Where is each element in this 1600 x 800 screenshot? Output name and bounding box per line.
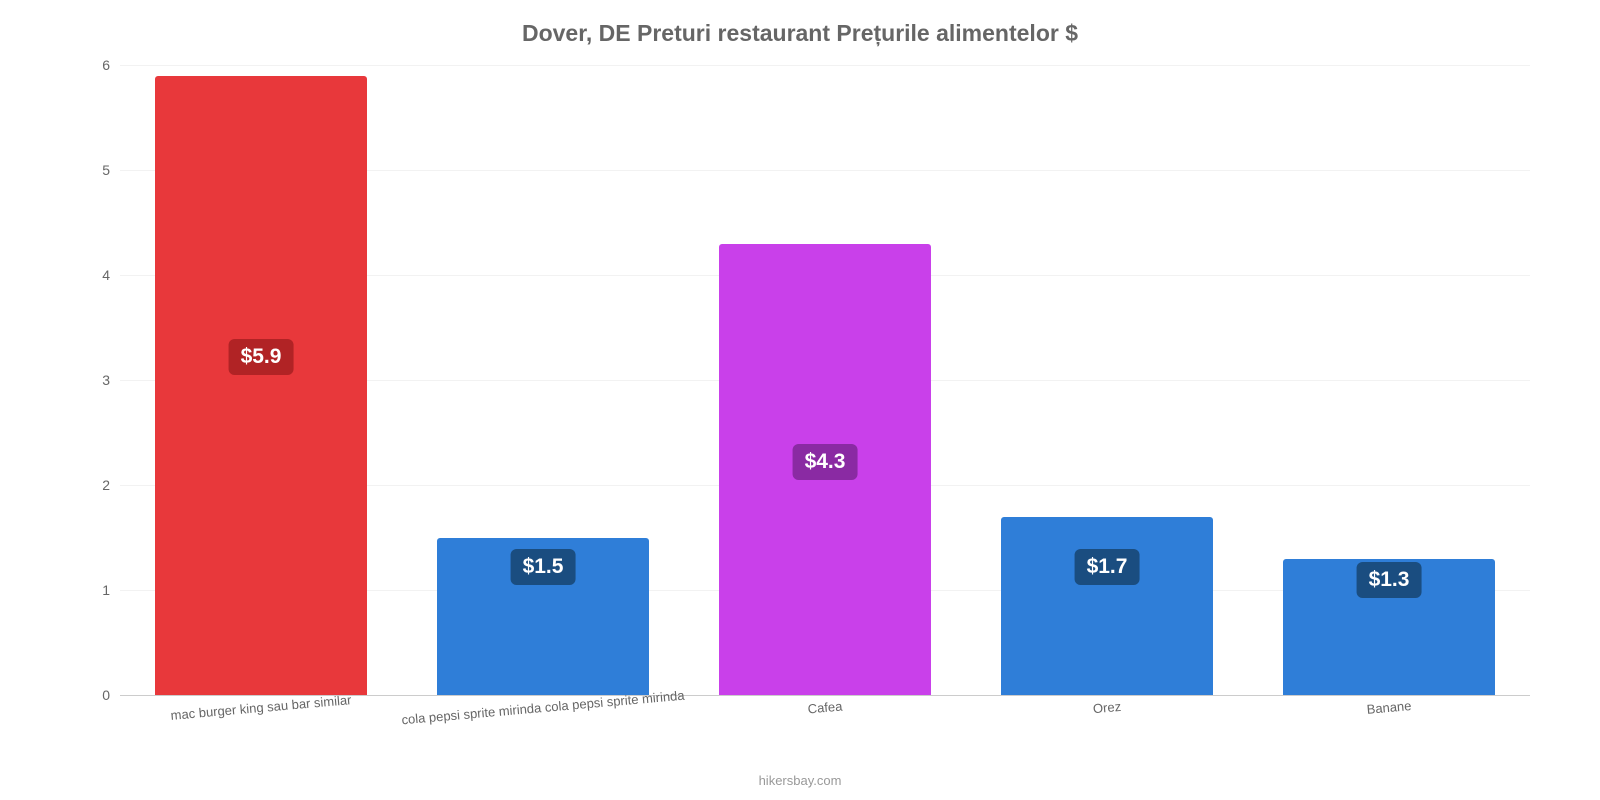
bar-value-label: $1.5 (511, 549, 576, 585)
x-label-slot: Banane (1248, 700, 1530, 750)
x-label-slot: cola pepsi sprite mirinda cola pepsi spr… (402, 700, 684, 750)
y-tick-label: 3 (102, 372, 120, 388)
x-label-slot: Orez (966, 700, 1248, 750)
x-label-slot: mac burger king sau bar similar (120, 700, 402, 750)
y-tick-label: 6 (102, 57, 120, 73)
bar-value-label: $1.7 (1075, 549, 1140, 585)
bar-value-label: $1.3 (1357, 562, 1422, 598)
chart-attribution: hikersbay.com (0, 773, 1600, 788)
bar: $1.3 (1283, 559, 1495, 695)
x-label-slot: Cafea (684, 700, 966, 750)
x-axis-labels: mac burger king sau bar similarcola peps… (120, 700, 1530, 750)
chart-plot-area: 0123456 $5.9$1.5$4.3$1.7$1.3 (120, 55, 1530, 695)
y-tick-label: 5 (102, 162, 120, 178)
bars-container: $5.9 $1.5 $4.3 $1.7 $1.3 (120, 55, 1530, 695)
chart-title: Dover, DE Preturi restaurant Prețurile a… (0, 0, 1600, 47)
bar: $1.7 (1001, 517, 1213, 695)
y-tick-label: 2 (102, 477, 120, 493)
bar-slot: $1.7 (966, 55, 1248, 695)
bar-slot: $1.3 (1248, 55, 1530, 695)
y-tick-label: 0 (102, 687, 120, 703)
bar-slot: $5.9 (120, 55, 402, 695)
y-tick-label: 4 (102, 267, 120, 283)
bar-value-label: $4.3 (793, 444, 858, 480)
bar-slot: $1.5 (402, 55, 684, 695)
x-axis-category-label: Banane (1366, 698, 1412, 717)
bar: $1.5 (437, 538, 649, 695)
bar-slot: $4.3 (684, 55, 966, 695)
x-axis-category-label: mac burger king sau bar similar (170, 692, 352, 723)
y-tick-label: 1 (102, 582, 120, 598)
x-axis-category-label: Orez (1092, 699, 1121, 716)
bar: $5.9 (155, 76, 367, 695)
x-axis-category-label: Cafea (807, 699, 843, 717)
bar: $4.3 (719, 244, 931, 695)
bar-value-label: $5.9 (229, 339, 294, 375)
